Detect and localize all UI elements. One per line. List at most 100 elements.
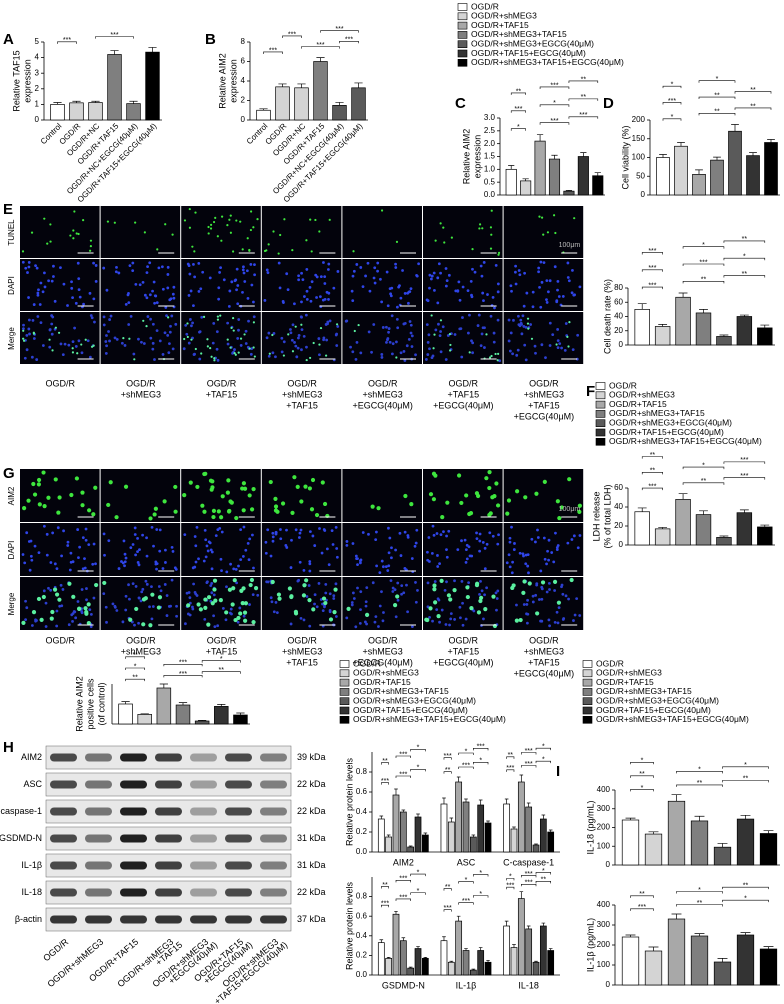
cell: [531, 594, 535, 598]
cell: [351, 299, 355, 303]
cell: [218, 598, 223, 603]
cell: [83, 606, 88, 611]
cell: [566, 276, 570, 279]
y-axis-label: Relative protein levels: [344, 757, 354, 846]
cell: [454, 289, 458, 293]
row-label: DAPI: [7, 276, 16, 295]
cell: [142, 319, 145, 322]
blot-band: [50, 915, 77, 924]
cell: [81, 536, 85, 540]
significance-label: *: [641, 785, 644, 792]
significance-bracket: [263, 51, 283, 54]
cell: [155, 301, 159, 305]
cell: [175, 604, 178, 608]
cell: [515, 603, 518, 607]
cell: [67, 343, 71, 347]
error-bar: [72, 100, 81, 103]
bar: [275, 86, 290, 121]
blot-band: [155, 861, 182, 870]
cell: [518, 324, 522, 328]
significance-label: **: [581, 94, 587, 101]
cell: [43, 217, 46, 220]
cell: [282, 301, 285, 304]
bar: [757, 327, 773, 346]
bar: [621, 936, 640, 986]
cell: [447, 529, 451, 533]
legend-label: OGD/R+shMEG3+TAF15+EGCG(40μM): [353, 714, 506, 724]
column-label: +TAF15: [528, 657, 560, 667]
cell: [312, 341, 315, 345]
cell: [436, 301, 440, 305]
cell: [545, 279, 549, 282]
cell: [535, 611, 540, 616]
cell: [62, 529, 65, 533]
cell: [131, 269, 135, 273]
cell: [403, 292, 407, 295]
cell: [123, 564, 126, 568]
y-axis-label: IL-18 (pg/mL): [585, 800, 595, 854]
cell: [237, 564, 240, 568]
cell: [92, 596, 96, 600]
bar: [126, 103, 141, 121]
bar: [332, 105, 347, 121]
column-label: +shMEG3: [282, 646, 322, 656]
cell: [204, 555, 208, 559]
cell: [556, 339, 560, 342]
cell: [543, 557, 547, 561]
significance-label: ***: [525, 880, 533, 887]
cell: [354, 625, 358, 629]
cell: [545, 562, 548, 566]
cell: [299, 528, 303, 532]
cell: [107, 539, 111, 543]
cell: [410, 334, 414, 338]
cell: [352, 250, 355, 253]
significance-label: **: [541, 877, 547, 884]
cell: [66, 540, 70, 544]
cell: [289, 331, 293, 335]
significance-bracket: [473, 895, 489, 898]
cell: [387, 551, 391, 555]
y-axis-label: Relative AIM2: [74, 676, 84, 732]
cell: [252, 321, 255, 324]
cell: [129, 546, 133, 550]
cell: [375, 530, 378, 534]
bar: [539, 925, 547, 976]
cell: [522, 603, 526, 606]
cell: [400, 592, 403, 596]
significance-bracket: [125, 656, 146, 659]
cell: [161, 567, 165, 570]
cell: [514, 264, 517, 268]
cell: [365, 622, 368, 626]
cell: [194, 211, 197, 214]
bar: [510, 947, 518, 976]
cell: [334, 525, 338, 529]
blot-band: [120, 753, 147, 762]
cell: [167, 316, 170, 319]
y-axis-label: Cell viability (%): [620, 125, 630, 189]
cell: [133, 358, 136, 361]
cell: [226, 224, 229, 227]
cell: [226, 342, 230, 346]
error-bar: [637, 303, 647, 310]
cell: [439, 578, 444, 583]
error-bar: [486, 959, 490, 963]
cell: [334, 582, 338, 586]
cell: [481, 227, 484, 230]
significance-label: ***: [63, 37, 71, 44]
cell: [468, 511, 474, 516]
cell: [199, 287, 203, 291]
cell: [171, 550, 175, 553]
error-bar: [694, 815, 705, 821]
cell: [291, 323, 295, 327]
cell: [410, 345, 414, 348]
cell: [160, 265, 164, 269]
cell: [34, 264, 37, 267]
cell: [123, 560, 127, 564]
cell: [256, 593, 260, 597]
legend-swatch: [457, 12, 468, 21]
size-label: 22 kDa: [297, 887, 326, 897]
error-bar: [719, 334, 729, 337]
cell: [210, 591, 214, 595]
cell: [187, 294, 191, 297]
cell: [232, 250, 235, 253]
